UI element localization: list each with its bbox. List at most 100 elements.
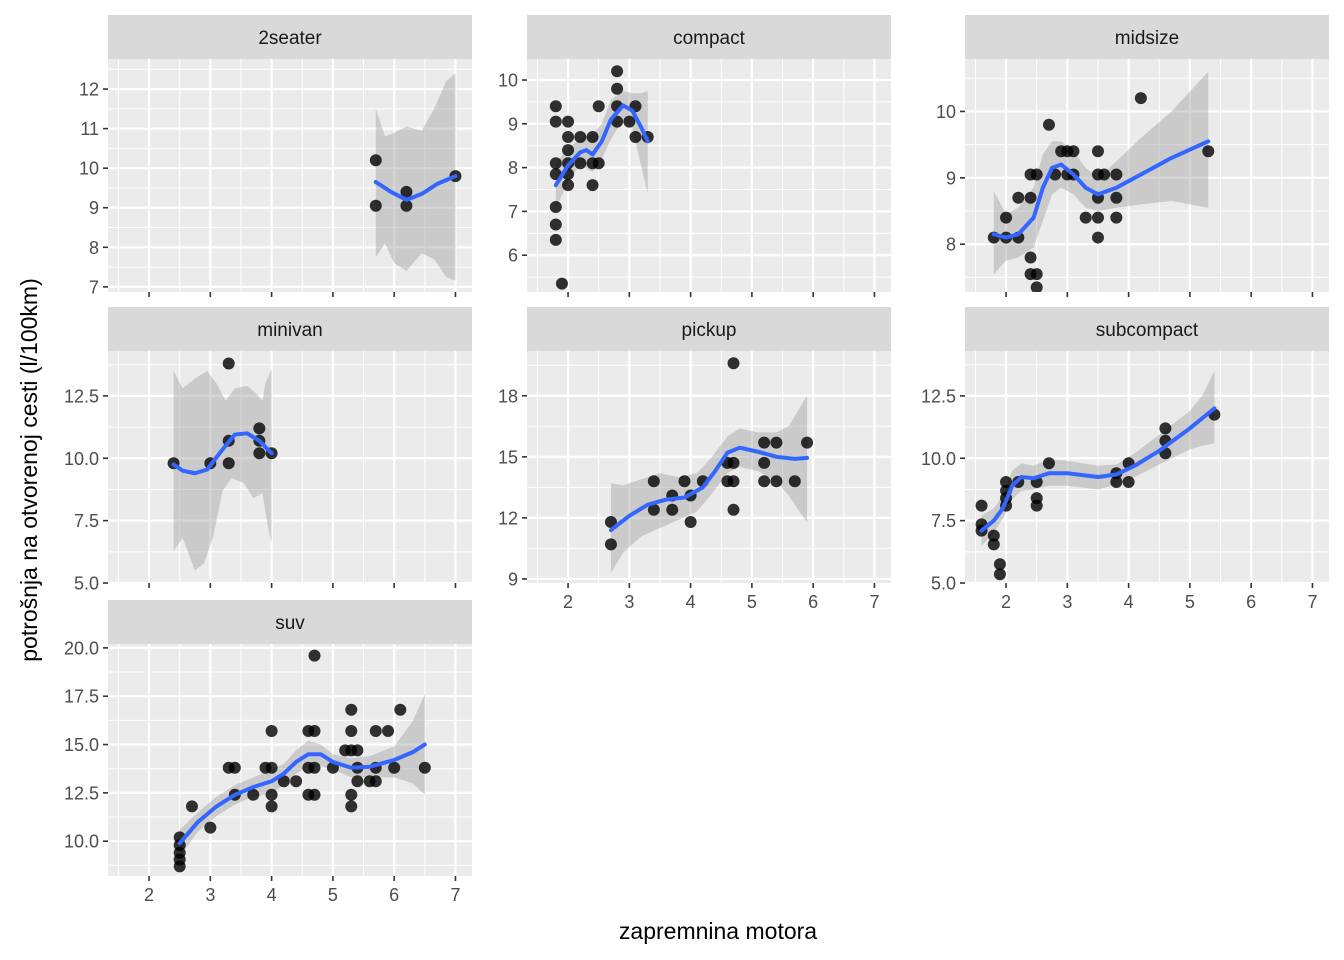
data-point xyxy=(562,179,575,192)
data-point xyxy=(1000,211,1013,224)
data-point xyxy=(345,788,358,801)
data-point xyxy=(204,821,217,834)
data-point xyxy=(758,475,771,488)
panel-data-layer xyxy=(604,357,814,573)
x-tick-label: 3 xyxy=(1062,592,1072,612)
y-tick-label: 18 xyxy=(498,386,518,406)
x-tick-label: 4 xyxy=(686,592,696,612)
x-axis-title: zapremnina motora xyxy=(619,918,817,944)
data-point xyxy=(727,503,740,516)
confidence-band xyxy=(375,73,456,281)
data-point xyxy=(222,457,235,470)
y-tick-label: 10.0 xyxy=(921,449,956,469)
strip-label: minivan xyxy=(257,320,322,341)
data-point xyxy=(1030,268,1043,281)
panel-data-layer xyxy=(167,357,278,571)
smooth-line xyxy=(171,431,274,476)
confidence-band xyxy=(610,395,808,573)
y-tick-label: 8 xyxy=(946,235,956,255)
data-point xyxy=(345,725,358,737)
data-point xyxy=(801,436,814,449)
data-point xyxy=(277,775,290,788)
data-point xyxy=(770,436,783,449)
strip-background xyxy=(108,600,472,644)
panel-background xyxy=(108,644,472,876)
panel-data-layer xyxy=(987,71,1215,292)
data-point xyxy=(1024,251,1037,264)
panel-data-layer xyxy=(549,65,654,290)
data-point xyxy=(1159,422,1172,435)
data-point xyxy=(369,775,382,788)
data-point xyxy=(1067,145,1080,158)
data-point xyxy=(592,100,605,113)
y-tick-label: 9 xyxy=(946,168,956,188)
y-tick-label: 12 xyxy=(79,80,99,100)
confidence-band xyxy=(173,368,272,571)
panel-data-layer xyxy=(975,370,1221,581)
y-tick-label: 15.0 xyxy=(64,735,99,755)
panel-background xyxy=(965,351,1329,583)
panel-background xyxy=(108,351,472,583)
data-point xyxy=(611,82,624,95)
data-point xyxy=(265,725,278,737)
data-point xyxy=(351,744,364,757)
y-tick-label: 11 xyxy=(80,119,99,139)
panel-data-layer xyxy=(369,73,462,281)
data-point xyxy=(993,568,1006,581)
y-tick-label: 9 xyxy=(508,569,518,589)
data-point xyxy=(604,515,617,528)
data-point xyxy=(1110,475,1123,488)
data-point xyxy=(400,199,413,212)
y-tick-label: 9 xyxy=(508,114,518,134)
x-tick-label: 7 xyxy=(450,885,460,905)
strip-background xyxy=(965,307,1329,351)
data-point xyxy=(1042,118,1055,131)
y-tick-label: 20.0 xyxy=(64,638,99,658)
data-point xyxy=(758,436,771,449)
y-tick-label: 17.5 xyxy=(64,687,99,707)
y-tick-label: 10.0 xyxy=(64,449,99,469)
strip-label: midsize xyxy=(1115,28,1179,49)
data-point xyxy=(975,499,988,512)
y-tick-label: 5.0 xyxy=(74,574,99,594)
y-tick-label: 7.5 xyxy=(931,511,956,531)
y-tick-label: 12 xyxy=(498,508,518,528)
facet-panel-midsize: midsize 8 9 10 xyxy=(936,15,1329,297)
data-point xyxy=(308,761,321,774)
data-point xyxy=(574,130,587,143)
data-point xyxy=(173,860,186,873)
data-point xyxy=(369,725,382,737)
x-tick-label: 7 xyxy=(1307,592,1317,612)
y-tick-label: 7 xyxy=(508,202,518,222)
x-tick-label: 2 xyxy=(1001,592,1011,612)
data-point xyxy=(369,154,382,167)
y-tick-label: 10 xyxy=(936,102,956,122)
facet-panel-pickup: pickup 9 12 15 18 2 3 4 5 6 7 xyxy=(498,307,891,612)
data-point xyxy=(623,115,636,128)
strip-background xyxy=(108,307,472,351)
data-point xyxy=(647,503,660,516)
y-tick-label: 8 xyxy=(508,158,518,178)
data-point xyxy=(185,800,198,813)
data-point xyxy=(987,538,1000,551)
data-point xyxy=(400,185,413,198)
x-tick-label: 5 xyxy=(328,885,338,905)
x-tick-label: 6 xyxy=(389,885,399,905)
x-tick-label: 6 xyxy=(1246,592,1256,612)
strip-background xyxy=(965,15,1329,59)
panel-data-layer xyxy=(173,649,431,873)
data-point xyxy=(611,65,624,78)
data-point xyxy=(562,115,575,128)
data-point xyxy=(586,130,599,143)
data-point xyxy=(1030,168,1043,181)
data-point xyxy=(1024,191,1037,204)
data-point xyxy=(684,515,697,528)
data-point xyxy=(987,529,1000,542)
y-tick-label: 10 xyxy=(498,71,518,91)
confidence-band xyxy=(993,71,1209,275)
data-point xyxy=(1110,168,1123,181)
data-point xyxy=(727,456,740,469)
strip-background xyxy=(527,307,891,351)
data-point xyxy=(351,775,364,788)
